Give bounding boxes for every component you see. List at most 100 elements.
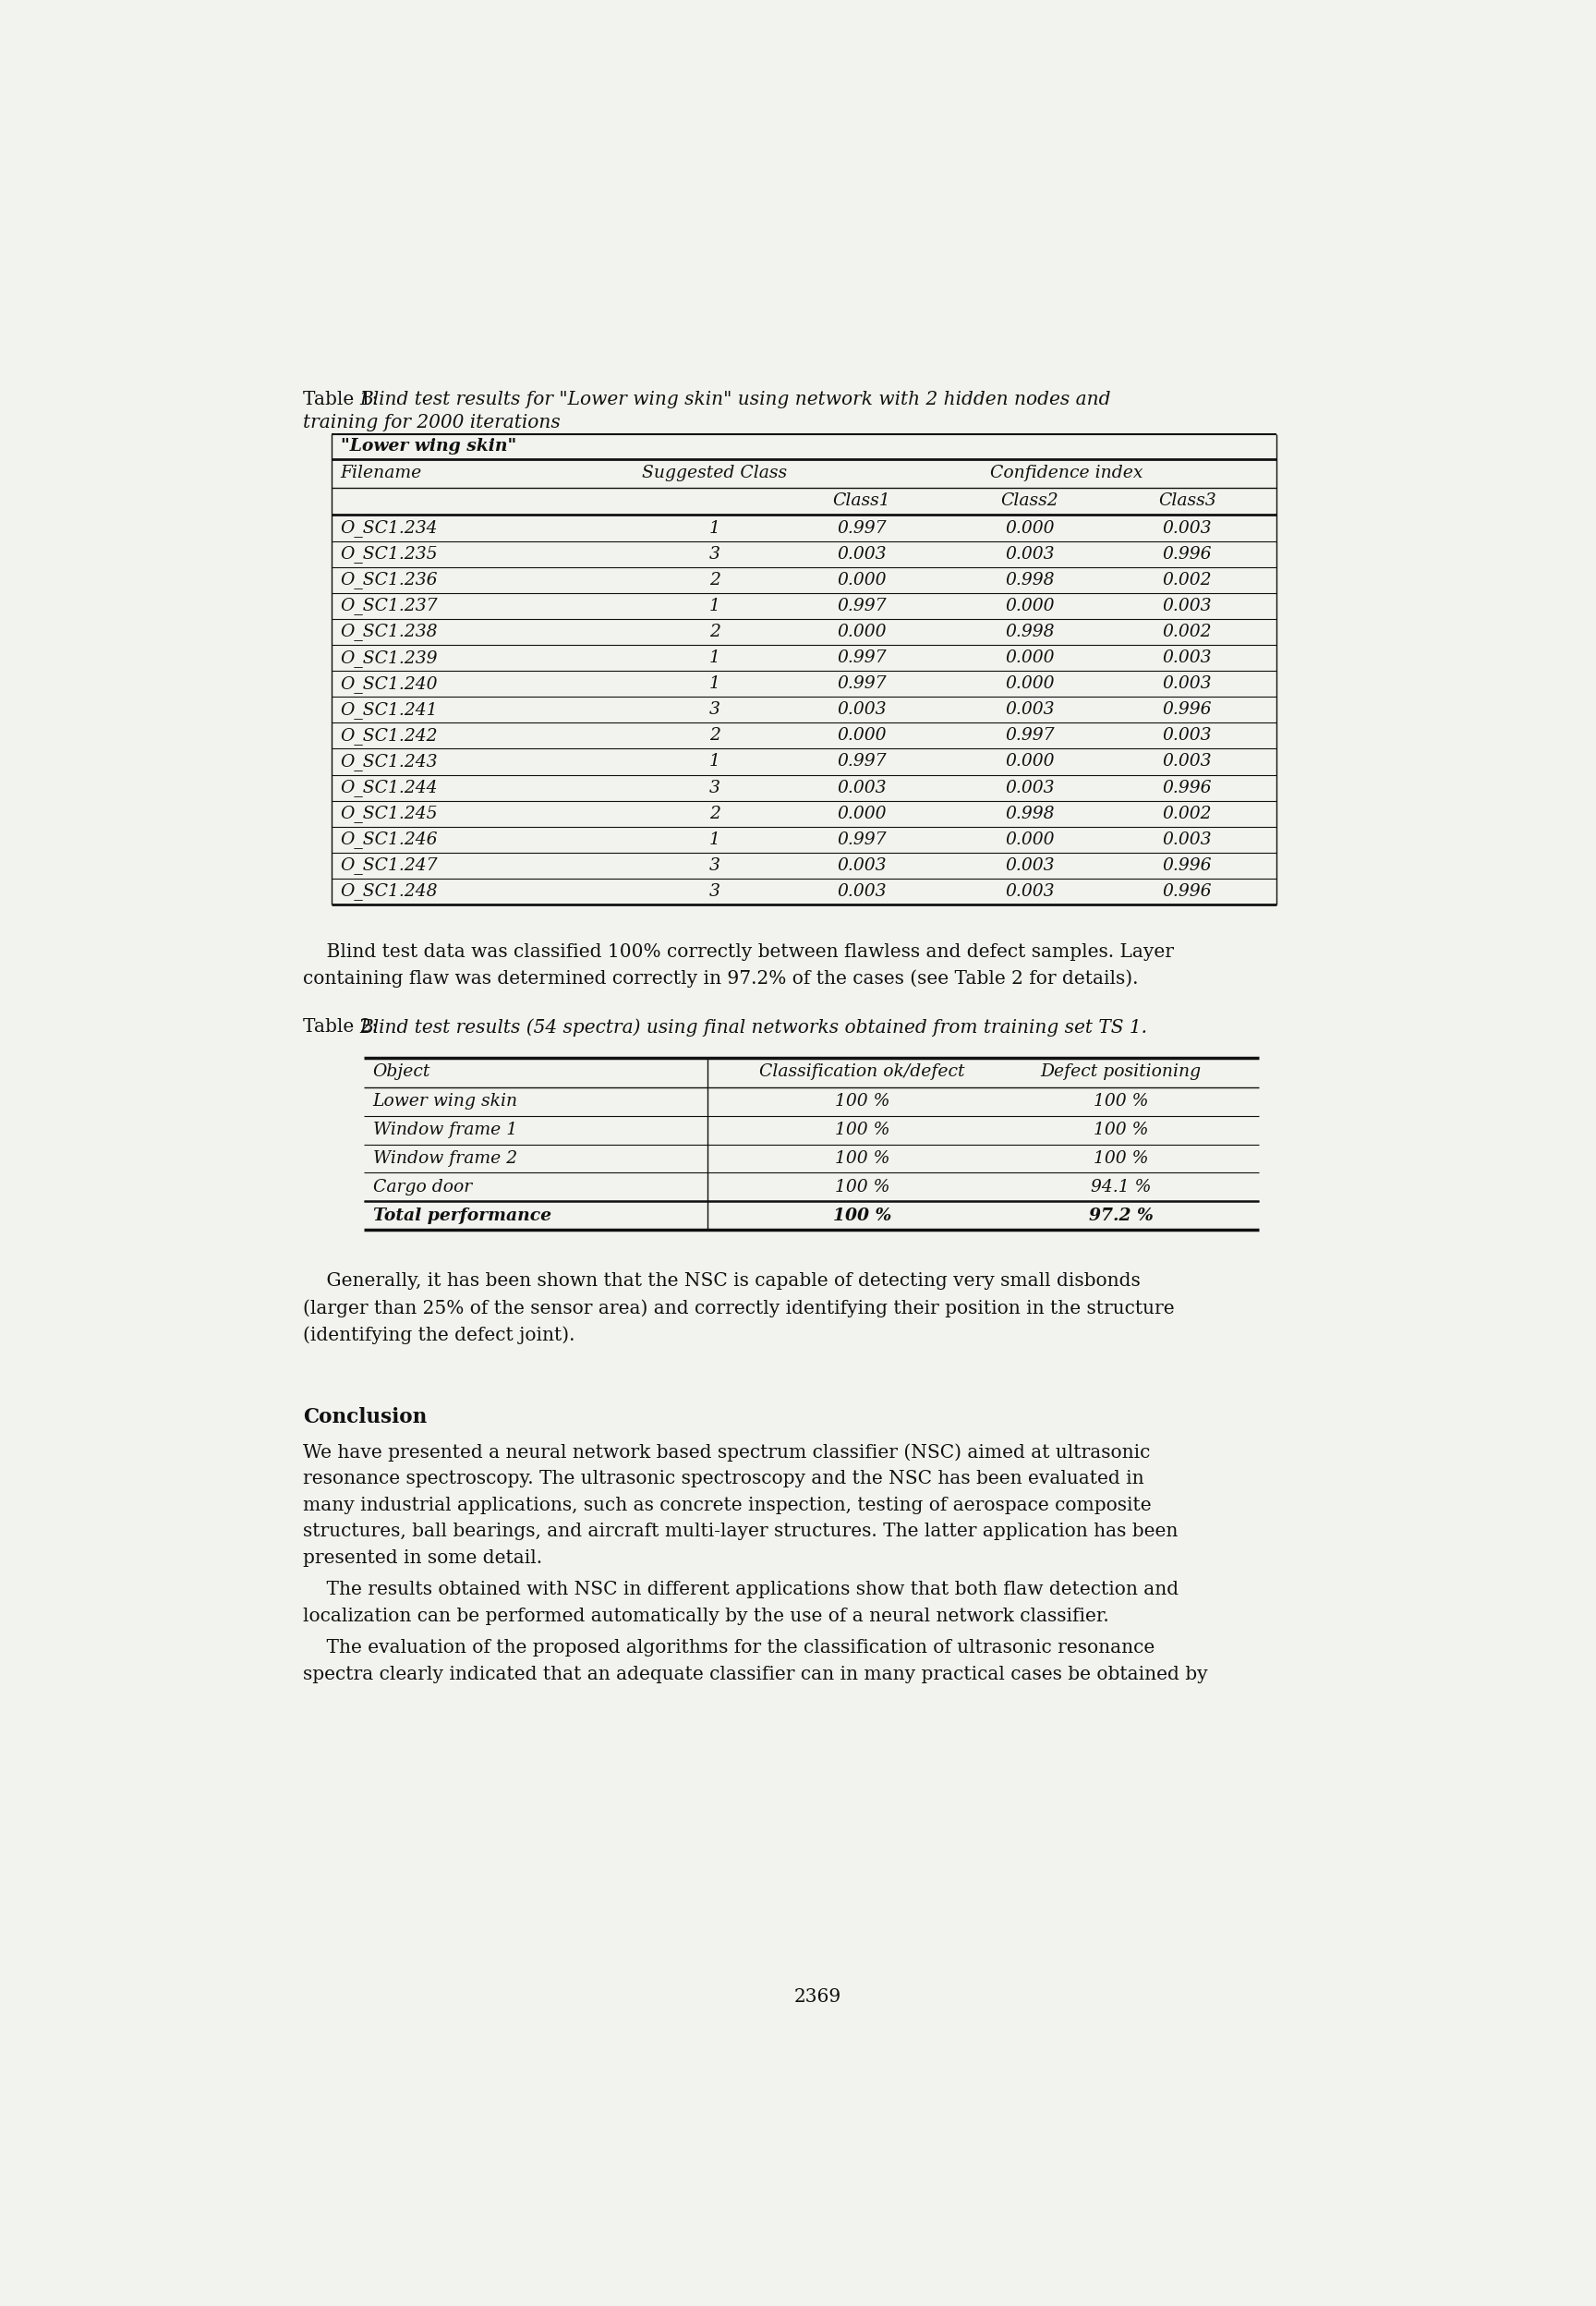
Text: 2: 2	[709, 623, 720, 641]
Text: Conclusion: Conclusion	[303, 1407, 428, 1427]
Text: Object: Object	[373, 1063, 431, 1079]
Text: 0.002: 0.002	[1162, 572, 1211, 588]
Text: 0.003: 0.003	[1005, 858, 1055, 874]
Text: 0.996: 0.996	[1162, 779, 1211, 796]
Text: O_SC1.234: O_SC1.234	[340, 519, 437, 537]
Text: 0.000: 0.000	[1005, 597, 1055, 613]
Text: 3: 3	[709, 858, 720, 874]
Text: Lower wing skin: Lower wing skin	[373, 1093, 517, 1109]
Text: 0.003: 0.003	[1005, 779, 1055, 796]
Text: O_SC1.238: O_SC1.238	[340, 623, 437, 641]
Text: 0.000: 0.000	[1005, 676, 1055, 692]
Text: O_SC1.243: O_SC1.243	[340, 754, 437, 770]
Text: Total performance: Total performance	[373, 1206, 551, 1224]
Text: 0.997: 0.997	[836, 650, 886, 666]
Text: 0.000: 0.000	[1005, 754, 1055, 770]
Text: 1: 1	[709, 830, 720, 849]
Text: 0.003: 0.003	[836, 701, 886, 717]
Text: 0.998: 0.998	[1005, 805, 1055, 821]
Text: Suggested Class: Suggested Class	[642, 464, 787, 482]
Text: spectra clearly indicated that an adequate classifier can in many practical case: spectra clearly indicated that an adequa…	[303, 1665, 1208, 1683]
Text: 1: 1	[709, 597, 720, 613]
Text: 0.003: 0.003	[1005, 883, 1055, 899]
Text: Blind test results for "Lower wing skin" using network with 2 hidden nodes and: Blind test results for "Lower wing skin"…	[359, 392, 1111, 408]
Text: 0.997: 0.997	[836, 830, 886, 849]
Text: Confidence index: Confidence index	[991, 464, 1143, 482]
Text: Window frame 1: Window frame 1	[373, 1121, 517, 1139]
Text: Generally, it has been shown that the NSC is capable of detecting very small dis: Generally, it has been shown that the NS…	[303, 1273, 1141, 1289]
Text: 1: 1	[709, 650, 720, 666]
Text: 0.998: 0.998	[1005, 572, 1055, 588]
Text: "Lower wing skin": "Lower wing skin"	[340, 438, 516, 454]
Text: 0.000: 0.000	[836, 805, 886, 821]
Text: The evaluation of the proposed algorithms for the classification of ultrasonic r: The evaluation of the proposed algorithm…	[303, 1640, 1156, 1658]
Text: 100 %: 100 %	[835, 1093, 889, 1109]
Text: containing flaw was determined correctly in 97.2% of the cases (see Table 2 for : containing flaw was determined correctly…	[303, 969, 1138, 987]
Text: 0.003: 0.003	[836, 883, 886, 899]
Text: 100 %: 100 %	[1093, 1151, 1149, 1167]
Text: 0.997: 0.997	[836, 597, 886, 613]
Text: training for 2000 iterations: training for 2000 iterations	[303, 415, 560, 431]
Text: 100 %: 100 %	[833, 1206, 891, 1224]
Text: 1: 1	[709, 519, 720, 537]
Text: Blind test results (54 spectra) using final networks obtained from training set : Blind test results (54 spectra) using fi…	[359, 1019, 1148, 1035]
Text: The results obtained with NSC in different applications show that both flaw dete: The results obtained with NSC in differe…	[303, 1582, 1179, 1598]
Text: O_SC1.242: O_SC1.242	[340, 726, 437, 745]
Text: presented in some detail.: presented in some detail.	[303, 1550, 543, 1566]
Text: 2: 2	[709, 726, 720, 745]
Text: 0.996: 0.996	[1162, 883, 1211, 899]
Text: 3: 3	[709, 701, 720, 717]
Text: Filename: Filename	[340, 464, 421, 482]
Text: O_SC1.247: O_SC1.247	[340, 858, 437, 874]
Text: Class3: Class3	[1159, 491, 1216, 510]
Text: 0.002: 0.002	[1162, 623, 1211, 641]
Text: 0.002: 0.002	[1162, 805, 1211, 821]
Text: 0.997: 0.997	[836, 519, 886, 537]
Text: Cargo door: Cargo door	[373, 1178, 472, 1195]
Text: 100 %: 100 %	[835, 1121, 889, 1139]
Text: 3: 3	[709, 883, 720, 899]
Text: Blind test data was classified 100% correctly between flawless and defect sample: Blind test data was classified 100% corr…	[303, 943, 1175, 962]
Text: O_SC1.245: O_SC1.245	[340, 805, 437, 823]
Text: (identifying the defect joint).: (identifying the defect joint).	[303, 1326, 575, 1344]
Text: 0.003: 0.003	[1162, 830, 1211, 849]
Text: 2: 2	[709, 572, 720, 588]
Text: 0.003: 0.003	[1005, 547, 1055, 563]
Text: localization can be performed automatically by the use of a neural network class: localization can be performed automatica…	[303, 1607, 1109, 1626]
Text: O_SC1.237: O_SC1.237	[340, 597, 437, 616]
Text: O_SC1.239: O_SC1.239	[340, 648, 437, 666]
Text: 97.2 %: 97.2 %	[1088, 1206, 1154, 1224]
Text: 0.997: 0.997	[1005, 726, 1055, 745]
Text: O_SC1.235: O_SC1.235	[340, 544, 437, 563]
Text: 0.000: 0.000	[836, 726, 886, 745]
Text: 2369: 2369	[795, 1988, 841, 2006]
Text: O_SC1.236: O_SC1.236	[340, 572, 437, 588]
Text: 2: 2	[709, 805, 720, 821]
Text: 0.003: 0.003	[1162, 597, 1211, 613]
Text: 0.000: 0.000	[836, 572, 886, 588]
Text: resonance spectroscopy. The ultrasonic spectroscopy and the NSC has been evaluat: resonance spectroscopy. The ultrasonic s…	[303, 1469, 1144, 1487]
Text: structures, ball bearings, and aircraft multi-layer structures. The latter appli: structures, ball bearings, and aircraft …	[303, 1522, 1178, 1540]
Text: 0.000: 0.000	[1005, 519, 1055, 537]
Text: O_SC1.244: O_SC1.244	[340, 779, 437, 796]
Text: Class2: Class2	[1001, 491, 1058, 510]
Text: (larger than 25% of the sensor area) and correctly identifying their position in: (larger than 25% of the sensor area) and…	[303, 1298, 1175, 1317]
Text: 0.003: 0.003	[1162, 519, 1211, 537]
Text: O_SC1.240: O_SC1.240	[340, 676, 437, 692]
Text: 1: 1	[709, 754, 720, 770]
Text: 0.997: 0.997	[836, 754, 886, 770]
Text: 1: 1	[709, 676, 720, 692]
Text: 0.003: 0.003	[1162, 650, 1211, 666]
Text: Table 2:: Table 2:	[303, 1019, 385, 1035]
Text: We have presented a neural network based spectrum classifier (NSC) aimed at ultr: We have presented a neural network based…	[303, 1444, 1151, 1462]
Text: 100 %: 100 %	[1093, 1121, 1149, 1139]
Text: 100 %: 100 %	[1093, 1093, 1149, 1109]
Text: 100 %: 100 %	[835, 1178, 889, 1195]
Text: Defect positioning: Defect positioning	[1041, 1063, 1202, 1079]
Text: 3: 3	[709, 779, 720, 796]
Text: 0.996: 0.996	[1162, 547, 1211, 563]
Text: Classification ok/defect: Classification ok/defect	[760, 1063, 966, 1079]
Text: 0.003: 0.003	[1162, 676, 1211, 692]
Text: 0.003: 0.003	[836, 779, 886, 796]
Text: 94.1 %: 94.1 %	[1090, 1178, 1151, 1195]
